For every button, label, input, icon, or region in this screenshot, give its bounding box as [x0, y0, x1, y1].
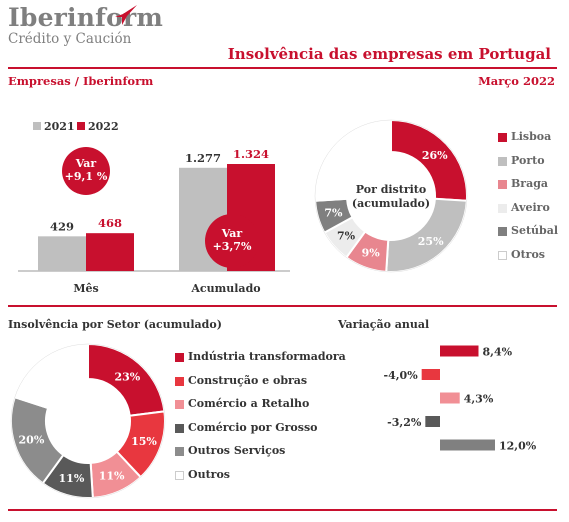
- sector-donut-chart: 23% 15% 11% 11% 20%: [10, 342, 166, 499]
- mid-divider: [8, 305, 557, 307]
- sector-legend-swatch-0: [175, 353, 184, 362]
- district-legend-label-0: Lisboa: [511, 130, 552, 143]
- section-label: Empresas / Iberinform: [8, 74, 154, 88]
- var-callout-acumulado-value: +3,7%: [213, 240, 252, 253]
- sector-section-title: Insolvência por Setor (acumulado): [8, 318, 222, 331]
- sector-legend-label-4: Outros Serviços: [188, 444, 286, 457]
- district-legend-label-2: Braga: [511, 177, 549, 190]
- page-title: Insolvência das empresas em Portugal: [227, 45, 551, 63]
- var-callout-mes: [62, 147, 110, 195]
- district-slice-label-0: 26%: [422, 149, 448, 162]
- sector-legend-label-2: Comércio a Retalho: [188, 397, 310, 410]
- district-legend-swatch-2: [498, 180, 507, 189]
- sector-legend-label-0: Indústria transformadora: [188, 350, 346, 363]
- sector-legend-label-3: Comércio por Grosso: [188, 420, 318, 434]
- variation-label-0: 8,4%: [483, 346, 513, 359]
- district-slice-label-2: 9%: [362, 246, 381, 259]
- variation-bar-1: [421, 369, 440, 380]
- district-outline: [314, 119, 468, 273]
- district-legend-swatch-0: [498, 133, 507, 142]
- sector-slice-label-2: 11%: [99, 470, 125, 483]
- bar-2021-0: [38, 236, 86, 271]
- var-callout-acumulado: [205, 214, 259, 268]
- district-legend-label-4: Setúbal: [511, 224, 559, 237]
- logo-name: Iberinform: [8, 3, 163, 32]
- x-label-acumulado: Acumulado: [190, 282, 260, 295]
- logo-bird-icon: [115, 5, 137, 25]
- district-legend-label-3: Aveiro: [511, 200, 550, 214]
- sector-legend-swatch-2: [175, 400, 184, 409]
- district-legend-label-1: Porto: [511, 153, 545, 167]
- variation-bar-2: [440, 392, 460, 404]
- district-slice-label-3: 7%: [337, 230, 356, 243]
- legend-swatch-2022: [77, 122, 85, 130]
- bar-label-2021-0: 429: [50, 219, 74, 233]
- report-date: Março 2022: [478, 74, 555, 88]
- sector-legend-label-1: Construção e obras: [188, 373, 308, 387]
- sector-legend-label-5: Outros: [188, 467, 230, 481]
- sector-slice-label-1: 15%: [131, 435, 157, 448]
- variation-label-1: -4,0%: [384, 369, 419, 382]
- district-legend-swatch-4: [498, 227, 507, 236]
- sector-legend-swatch-4: [175, 447, 184, 456]
- sector-slice-label-3: 11%: [59, 472, 85, 485]
- sector-legend: Indústria transformadora Construção e obr…: [175, 350, 346, 490]
- district-legend-label-5: Otros: [511, 247, 545, 261]
- x-label-mes: Mês: [73, 282, 98, 295]
- var-callout-acumulado-label: Var: [221, 227, 243, 240]
- legend-label-2022: 2022: [88, 120, 119, 133]
- var-callout-mes-label: Var: [75, 157, 97, 170]
- bar-label-2022-0: 468: [98, 216, 122, 230]
- bar-label-2021-1: 1.277: [185, 151, 221, 165]
- district-legend-swatch-3: [498, 203, 507, 213]
- var-callout-mes-value: +9,1 %: [65, 170, 108, 183]
- sector-slice-label-0: 23%: [114, 370, 140, 383]
- variation-bar-chart: 8,4% -4,0% 4,3% -3,2% 12,0%: [384, 345, 537, 453]
- district-legend-swatch-5: [498, 250, 507, 260]
- bar-chart: 2021 2022 429 1.277 468 1.324 Mês Acumulado…: [18, 120, 290, 295]
- district-legend: Lisboa Porto Braga Aveiro Setúbal Otros: [498, 130, 568, 270]
- sector-legend-swatch-1: [175, 376, 184, 386]
- variation-bar-3: [425, 416, 440, 427]
- sector-legend-swatch-5: [175, 470, 184, 480]
- sector-outline: [10, 343, 166, 499]
- bar-2022-0: [86, 233, 134, 271]
- header-divider: [8, 67, 557, 69]
- sector-slice-label-4: 20%: [19, 433, 45, 446]
- variation-label-2: 4,3%: [464, 393, 494, 406]
- bar-label-2022-1: 1.324: [233, 147, 269, 161]
- sector-legend-swatch-3: [175, 423, 184, 433]
- bottom-divider: [8, 509, 557, 511]
- legend-swatch-2021: [33, 122, 41, 130]
- district-legend-swatch-1: [498, 156, 507, 166]
- variation-section-title: Variação anual: [338, 318, 430, 331]
- district-center-label-2: (acumulado): [352, 197, 430, 210]
- variation-bar-4: [440, 439, 495, 451]
- logo-tagline: Crédito y Caución: [8, 31, 132, 47]
- legend-label-2021: 2021: [44, 120, 75, 133]
- district-donut-chart: 26% 25% 9% 7% 7% Por distrito (acumulado): [314, 118, 468, 273]
- district-slice-label-4: 7%: [324, 207, 343, 220]
- variation-label-3: -3,2%: [387, 416, 422, 429]
- variation-label-4: 12,0%: [499, 440, 537, 453]
- district-center-label-1: Por distrito: [356, 183, 426, 196]
- variation-bar-0: [440, 345, 479, 357]
- district-slice-label-1: 25%: [418, 235, 444, 248]
